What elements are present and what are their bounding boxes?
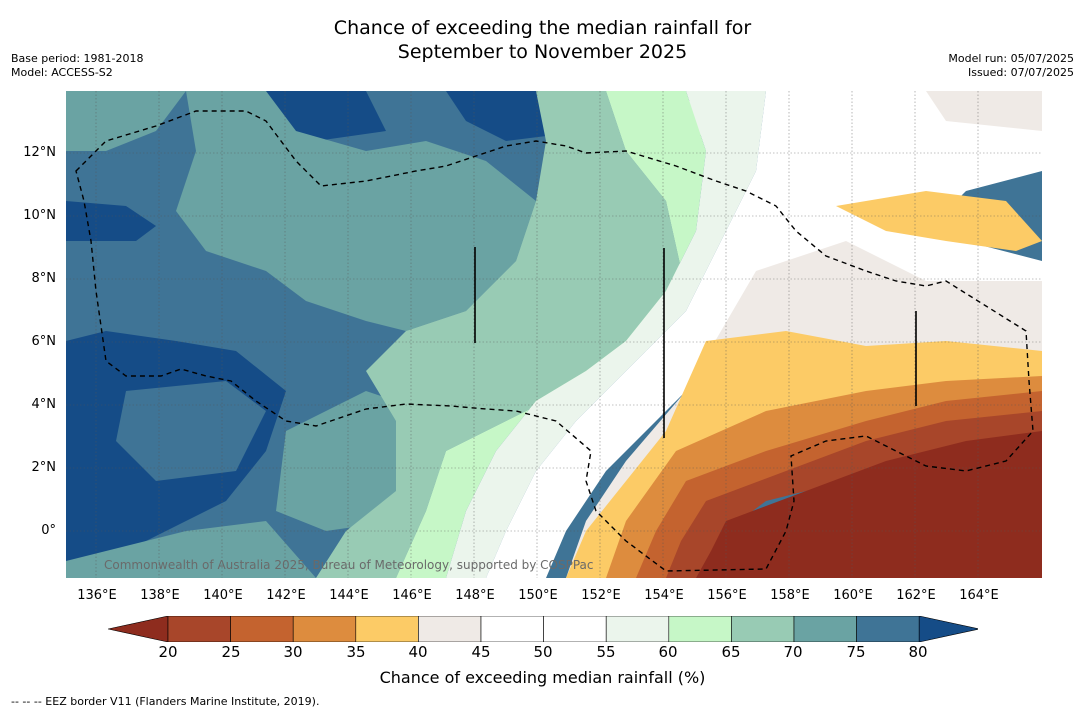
colorbar-tick: 50 xyxy=(533,643,553,661)
colorbar-tick: 40 xyxy=(408,643,428,661)
title-line-2: September to November 2025 xyxy=(397,41,688,63)
lon-label: 142°E xyxy=(266,588,306,603)
rainfall-map xyxy=(66,91,1042,578)
zone-40-45 xyxy=(566,241,1042,578)
lat-label: 8°N xyxy=(31,271,57,286)
zone-60-65 xyxy=(396,91,706,578)
colorbar-segment xyxy=(856,616,920,642)
lon-label: 154°E xyxy=(644,588,684,603)
zone-75-80 xyxy=(66,201,156,241)
lon-label: 150°E xyxy=(518,588,558,603)
lat-label: 12°N xyxy=(23,145,56,160)
eez-legend-note: -- -- -- EEZ border V11 (Flanders Marine… xyxy=(11,695,320,708)
colorbar-tick: 20 xyxy=(158,643,178,661)
model-name: Model: ACCESS-S2 xyxy=(11,66,113,79)
boundary-lines xyxy=(474,247,917,438)
map-canvas xyxy=(66,91,1042,578)
colorbar-segment xyxy=(793,616,857,642)
lon-label: 162°E xyxy=(896,588,936,603)
title-line-1: Chance of exceeding the median rainfall … xyxy=(333,17,752,39)
lon-label: 158°E xyxy=(770,588,810,603)
lon-label: 160°E xyxy=(833,588,873,603)
zone-40-45 xyxy=(926,91,1042,131)
map-title: Chance of exceeding the median rainfall … xyxy=(0,16,1085,64)
colorbar-tick: 70 xyxy=(783,643,803,661)
colorbar-segment xyxy=(605,616,670,642)
lon-label: 138°E xyxy=(140,588,180,603)
colorbar-tick: 65 xyxy=(721,643,741,661)
lon-label: 140°E xyxy=(203,588,243,603)
lat-label: 6°N xyxy=(31,334,57,349)
zone-75-80 xyxy=(116,381,266,481)
colorbar-segment xyxy=(292,616,357,642)
graticule xyxy=(66,91,1042,578)
colorbar xyxy=(108,616,978,642)
colorbar-segment xyxy=(543,616,607,642)
run-info: Model run: 05/07/2025 Issued: 07/07/2025 xyxy=(948,52,1074,80)
lat-label: 2°N xyxy=(31,460,57,475)
base-period: Base period: 1981-2018 xyxy=(11,52,144,65)
zone-75-80 xyxy=(266,91,386,141)
colorbar-tick: 75 xyxy=(846,643,866,661)
colorbar-tick: 80 xyxy=(908,643,928,661)
lon-label: 136°E xyxy=(77,588,117,603)
colorbar-tick: 35 xyxy=(346,643,366,661)
colorbar-tick: 60 xyxy=(658,643,678,661)
zone-55-60 xyxy=(446,91,766,578)
lon-label: 156°E xyxy=(707,588,747,603)
issued-date: Issued: 07/07/2025 xyxy=(967,66,1074,79)
model-info: Base period: 1981-2018 Model: ACCESS-S2 xyxy=(11,52,143,80)
colorbar-segment xyxy=(418,616,482,642)
lat-label: 4°N xyxy=(31,397,57,412)
colorbar-tick: 30 xyxy=(283,643,303,661)
copyright-text: Commonwealth of Australia 2025, Bureau o… xyxy=(104,558,594,572)
zone-70-75 xyxy=(66,521,316,578)
colorbar-tick: 45 xyxy=(471,643,491,661)
colorbar-arrow-low xyxy=(108,616,169,642)
lon-label: 148°E xyxy=(455,588,495,603)
colorbar-tick: 55 xyxy=(596,643,616,661)
colorbar-label: Chance of exceeding median rainfall (%) xyxy=(379,668,706,687)
eez-border xyxy=(75,110,1034,572)
colorbar-segment xyxy=(355,616,419,642)
colorbar-segment xyxy=(731,616,795,642)
model-run: Model run: 05/07/2025 xyxy=(948,52,1074,65)
zone-35-40 xyxy=(836,191,1042,251)
lon-label: 144°E xyxy=(329,588,369,603)
colorbar-tick: 25 xyxy=(221,643,241,661)
lon-label: 146°E xyxy=(392,588,432,603)
colorbar-arrow-high xyxy=(918,616,978,642)
zone-70-75 xyxy=(176,91,536,331)
colorbar-segment xyxy=(668,616,732,642)
colorbar-segment xyxy=(480,616,544,642)
colorbar-segment xyxy=(167,616,231,642)
lon-label: 152°E xyxy=(581,588,621,603)
lat-label: 10°N xyxy=(23,208,56,223)
lon-label: 164°E xyxy=(959,588,999,603)
colorbar-segment xyxy=(230,616,294,642)
zone-65-70 xyxy=(316,91,686,578)
lat-label: 0° xyxy=(41,523,56,538)
